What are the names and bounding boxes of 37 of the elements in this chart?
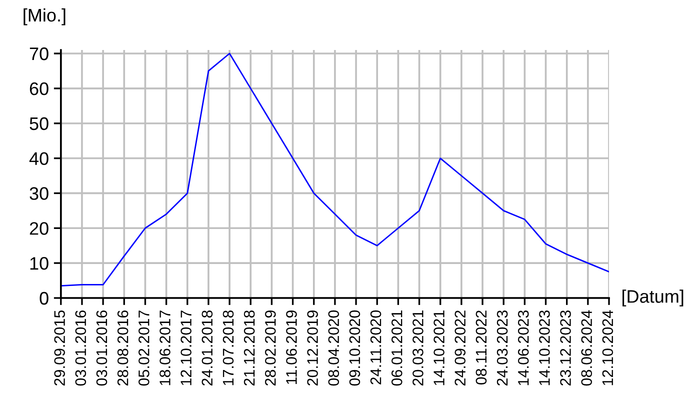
y-tick-label: 0 (40, 292, 48, 305)
x-tick-label: 29.09.2015 (54, 310, 65, 386)
y-tick-label: 20 (30, 222, 48, 235)
x-tick-label: 09.10.2020 (349, 310, 360, 386)
x-tick-label: 11.06.2019 (286, 310, 297, 384)
x-tick-label: 14.10.2023 (539, 310, 550, 386)
x-tick-label: 20.03.2021 (412, 310, 424, 386)
x-tick-label: 28.02.2019 (264, 310, 276, 386)
x-axis-title: [Datum] (622, 290, 684, 306)
x-tick-label: 05.02.2017 (138, 310, 150, 386)
y-tick-label: 60 (30, 82, 48, 96)
x-tick-label: 24.09.2022 (454, 310, 466, 386)
x-tick-label: 20.12.2019 (307, 310, 318, 386)
x-tick-label: 12.10.2017 (180, 310, 192, 386)
x-tick-label: 24.11.2020 (370, 310, 382, 384)
y-axis-title: [Mio.] (24, 8, 66, 26)
y-tick-label: 10 (30, 257, 48, 270)
x-tick-label: 17.07.2018 (222, 310, 234, 386)
x-tick-label: 08.04.2020 (328, 310, 340, 386)
x-tick-label: 14.10.2021 (434, 310, 444, 386)
x-tick-label: 28.08.2016 (117, 310, 128, 386)
x-tick-label: 08.11.2022 (476, 310, 487, 385)
x-tick-label: 03.01.2016 (96, 310, 108, 386)
x-tick-label: 23.12.2023 (560, 310, 571, 386)
x-tick-label: 21.12.2018 (244, 310, 255, 386)
x-tick-label: 18.06.2017 (160, 310, 170, 386)
x-tick-label: 24.03.2023 (496, 310, 508, 386)
x-tick-label: 06.01.2021 (391, 310, 402, 386)
y-tick-label: 70 (30, 47, 48, 60)
x-tick-label: 12.10.2024 (602, 310, 614, 386)
y-tick-label: 50 (30, 117, 48, 130)
x-tick-label: 24.01.2018 (202, 310, 213, 386)
x-tick-label: 08.06.2024 (581, 310, 592, 386)
x-tick-label: 14.06.2023 (518, 310, 529, 386)
y-tick-label: 30 (30, 187, 48, 200)
x-tick-label: 03.01.2016 (75, 310, 86, 386)
y-tick-label: 40 (29, 152, 48, 165)
